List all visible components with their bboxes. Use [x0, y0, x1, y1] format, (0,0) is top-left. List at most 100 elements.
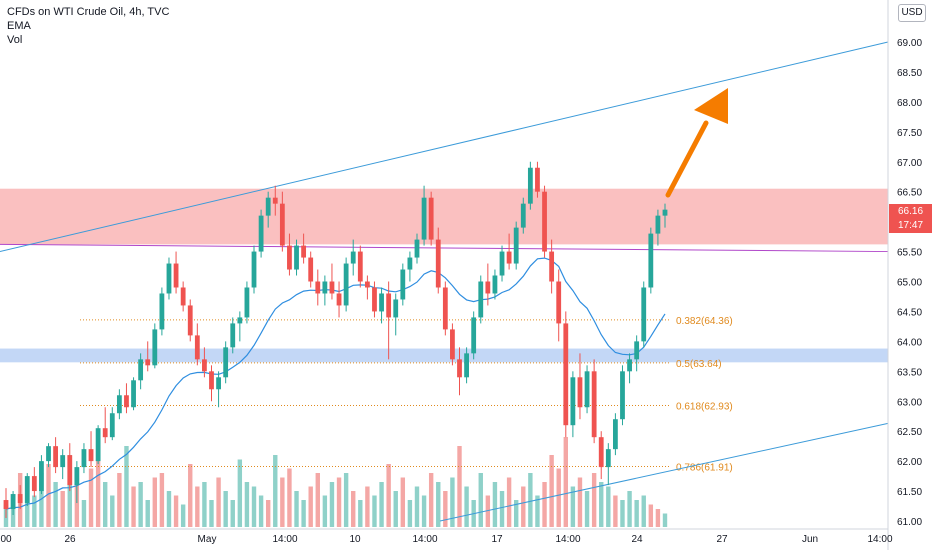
candle: [386, 281, 392, 360]
volume-bar: [336, 477, 342, 527]
candle-body: [102, 428, 108, 438]
candle: [372, 281, 377, 318]
volume-bar: [95, 459, 101, 527]
chart-legend: CFDs on WTI Crude Oil, 4h, TVC EMA Vol: [7, 5, 169, 47]
candle: [343, 257, 349, 312]
candle: [46, 443, 51, 468]
volume-bar: [599, 482, 604, 527]
fib-level-label: 0.618(62.93): [676, 401, 733, 412]
volume-bar: [584, 491, 590, 527]
currency-badge[interactable]: USD: [898, 4, 926, 22]
candle: [350, 239, 356, 276]
candle: [457, 347, 462, 396]
candle: [244, 281, 250, 324]
volume-bar: [124, 446, 129, 527]
volume-bar: [301, 500, 306, 527]
volume-bar: [464, 486, 469, 527]
candle-body: [74, 467, 80, 486]
candle-body: [535, 167, 540, 192]
candle: [421, 185, 427, 246]
candle-body: [67, 455, 73, 486]
volume-bar: [570, 486, 576, 527]
candle-body: [627, 359, 632, 372]
volume-bar: [457, 446, 462, 527]
candle-body: [152, 329, 158, 366]
volume-bar: [280, 477, 285, 527]
volume-bar: [202, 482, 207, 527]
candle-body: [442, 287, 448, 330]
candle: [124, 383, 129, 414]
volume-bar: [173, 495, 179, 527]
price-tick-label: 68.50: [897, 68, 922, 79]
candle: [272, 185, 278, 216]
candle-body: [216, 377, 221, 390]
candle-body: [598, 437, 604, 468]
lower-trendline: [439, 422, 889, 522]
candle: [223, 341, 229, 384]
candle: [265, 191, 271, 228]
candle-body: [180, 287, 186, 306]
candle: [308, 251, 314, 288]
candle-body: [357, 251, 363, 282]
volume-indicator-label[interactable]: Vol: [7, 34, 23, 46]
candle: [627, 353, 632, 384]
price-tick-label: 66.50: [897, 188, 922, 199]
candle-body: [294, 245, 299, 270]
volume-bar: [542, 482, 547, 527]
candle-body: [584, 371, 590, 408]
time-tick-label: 14:00: [555, 534, 580, 545]
candle: [251, 245, 257, 294]
candle-body: [237, 317, 243, 324]
volume-bar: [662, 513, 668, 527]
candle: [109, 407, 115, 441]
candle: [428, 191, 434, 246]
candle: [364, 275, 370, 300]
candle: [88, 431, 94, 468]
volume-bar: [606, 486, 611, 527]
volume-bar: [358, 500, 363, 527]
candle-body: [648, 233, 654, 288]
candle: [180, 281, 186, 312]
price-tick-label: 63.00: [897, 397, 922, 408]
volume-bar: [287, 468, 292, 527]
candle-body: [620, 371, 625, 420]
candle: [24, 473, 30, 507]
volume-bar: [513, 500, 519, 527]
price-tick-label: 65.00: [897, 278, 922, 289]
horizontal-trendline: [0, 243, 889, 253]
candle-body: [634, 341, 640, 360]
symbol-title[interactable]: CFDs on WTI Crude Oil, 4h, TVC: [7, 6, 170, 18]
candle-body: [655, 215, 661, 234]
candle-body: [251, 251, 257, 288]
ema-indicator-label[interactable]: EMA: [7, 20, 31, 32]
candle: [67, 443, 73, 492]
candle-body: [407, 257, 413, 270]
candle: [301, 233, 307, 264]
candle-body: [109, 413, 115, 438]
candle-body: [187, 305, 193, 336]
volume-bar: [315, 473, 320, 527]
volume-bar: [365, 486, 370, 527]
candle-body: [329, 281, 335, 294]
price-tick-label: 63.50: [897, 367, 922, 378]
candle: [322, 275, 328, 306]
arrow-shaft: [665, 120, 709, 198]
candle: [527, 161, 533, 210]
candle: [279, 191, 285, 252]
volume-bar: [258, 495, 264, 527]
price-tick-label: 62.50: [897, 427, 922, 438]
volume-bar: [308, 486, 313, 527]
candle-body: [542, 191, 547, 252]
candle: [216, 371, 221, 408]
candle-body: [372, 287, 377, 312]
volume-bar: [492, 482, 498, 527]
candle: [506, 233, 512, 270]
upper-trendline: [0, 41, 889, 253]
volume-bar: [499, 491, 505, 527]
volume-bar: [641, 495, 646, 527]
candle: [442, 281, 448, 336]
volume-bar: [230, 500, 235, 527]
candle-body: [527, 167, 533, 204]
candle-body: [549, 251, 555, 282]
